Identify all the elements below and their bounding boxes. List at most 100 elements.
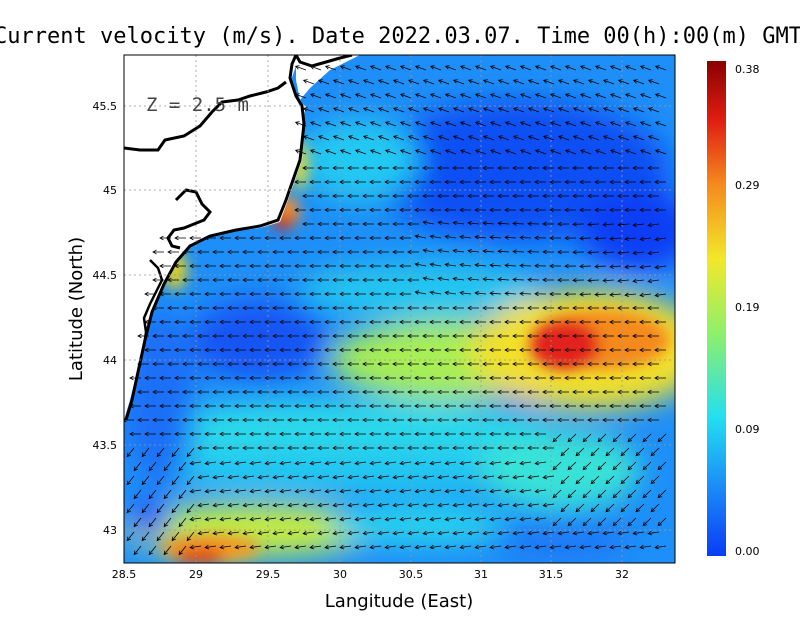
- current-vector-arrow: [332, 389, 344, 395]
- current-vector-arrow: [624, 264, 637, 270]
- current-vector-arrow: [422, 474, 435, 480]
- current-vector-arrow: [429, 207, 441, 213]
- current-vector-arrow: [392, 249, 404, 255]
- current-vector-arrow: [527, 502, 540, 508]
- current-vector-arrow: [317, 305, 329, 311]
- current-vector-arrow: [612, 461, 622, 471]
- current-vector-arrow: [489, 207, 501, 213]
- current-vector-arrow: [219, 263, 231, 269]
- current-vector-arrow: [347, 305, 359, 311]
- current-vector-arrow: [234, 235, 246, 241]
- current-vector-arrow: [452, 417, 464, 423]
- current-vector-arrow: [609, 292, 622, 297]
- y-axis-label: Latitude (North): [66, 237, 87, 381]
- current-vector-arrow: [309, 403, 321, 409]
- current-vector-arrow: [504, 263, 517, 268]
- current-vector-arrow: [557, 249, 570, 255]
- current-vector-arrow: [227, 333, 239, 339]
- current-vector-arrow: [452, 135, 465, 141]
- current-vector-arrow: [642, 489, 652, 499]
- current-vector-arrow: [627, 489, 637, 499]
- current-vector-arrow: [617, 193, 629, 199]
- current-vector-arrow: [384, 121, 397, 127]
- current-vector-arrow: [624, 149, 637, 155]
- y-tick-label: 45.5: [93, 100, 118, 113]
- current-vector-arrow: [429, 179, 441, 185]
- current-vector-arrow: [647, 222, 660, 228]
- current-vector-arrow: [392, 305, 404, 311]
- current-vector-arrow: [422, 333, 434, 339]
- current-vector-arrow: [309, 347, 321, 353]
- current-vector-arrow: [369, 460, 382, 466]
- current-vector-arrow: [369, 375, 381, 381]
- current-vector-arrow: [272, 502, 285, 508]
- current-vector-arrow: [657, 433, 667, 443]
- current-vector-arrow: [392, 107, 405, 113]
- current-vector-arrow: [369, 403, 381, 409]
- current-vector-arrow: [534, 207, 546, 213]
- current-vector-arrow: [612, 517, 622, 527]
- current-vector-arrow: [354, 207, 366, 213]
- current-vector-arrow: [620, 447, 630, 457]
- current-vector-arrow: [602, 305, 614, 311]
- current-vector-arrow: [582, 461, 592, 471]
- current-vector-arrow: [444, 179, 456, 185]
- current-vector-arrow: [527, 333, 539, 339]
- current-vector-arrow: [317, 333, 329, 339]
- current-vector-arrow: [279, 235, 291, 241]
- current-vector-arrow: [182, 305, 194, 311]
- current-vector-arrow: [159, 235, 171, 241]
- current-vector-arrow: [609, 375, 621, 381]
- current-vector-arrow: [204, 347, 216, 353]
- current-vector-arrow: [242, 474, 255, 480]
- current-vector-arrow: [347, 502, 360, 508]
- current-vector-arrow: [534, 179, 546, 185]
- current-vector-arrow: [219, 516, 232, 522]
- current-vector-arrow: [602, 165, 614, 171]
- current-vector-arrow: [392, 474, 405, 480]
- current-vector-arrow: [489, 347, 501, 353]
- current-vector-arrow: [392, 530, 405, 536]
- grid-lines: [124, 55, 675, 563]
- current-vector-arrow: [362, 502, 375, 508]
- current-vector-arrow: [452, 220, 465, 226]
- current-vector-arrow: [557, 361, 569, 367]
- current-vector-arrow: [227, 417, 239, 423]
- current-vector-arrow: [617, 530, 630, 536]
- current-vector-arrow: [347, 277, 359, 283]
- current-vector-arrow: [294, 149, 307, 155]
- x-tick-label: 32: [615, 568, 629, 581]
- current-vector-arrow: [234, 403, 246, 409]
- current-vector-arrow: [567, 517, 577, 527]
- current-vector-arrow: [579, 179, 591, 185]
- current-vector-arrow: [302, 165, 314, 171]
- current-vector-arrow: [227, 502, 240, 508]
- current-vector-arrow: [617, 417, 629, 423]
- current-vector-arrow: [324, 207, 336, 213]
- current-vector-arrow: [137, 333, 149, 339]
- current-vector-arrow: [332, 445, 344, 451]
- current-vector-arrow: [219, 235, 231, 241]
- current-vector-arrow: [624, 544, 637, 550]
- current-vector-arrow: [459, 262, 472, 268]
- current-vector-arrow: [512, 305, 524, 311]
- current-vector-arrow: [602, 361, 614, 367]
- current-vector-arrow: [317, 79, 330, 85]
- current-vector-arrow: [542, 135, 555, 141]
- current-vector-arrow: [489, 235, 502, 240]
- current-vector-arrow: [594, 179, 606, 185]
- current-vector-arrow: [527, 530, 540, 536]
- current-vector-arrow: [549, 179, 561, 185]
- current-vector-arrow: [639, 375, 651, 381]
- current-vector-arrow: [377, 107, 390, 113]
- current-vector-arrow: [452, 165, 464, 171]
- current-vector-arrow: [204, 263, 216, 269]
- current-vector-arrow: [264, 235, 276, 241]
- current-vector-arrow: [317, 165, 329, 171]
- current-vector-arrow: [174, 319, 186, 325]
- current-vector-arrow: [459, 290, 472, 296]
- y-axis: 43 43.5 44 44.5 45 45.5: [93, 100, 118, 537]
- current-vector-arrow: [542, 417, 554, 423]
- current-vector-arrow: [542, 474, 555, 480]
- current-vector-arrow: [635, 503, 645, 513]
